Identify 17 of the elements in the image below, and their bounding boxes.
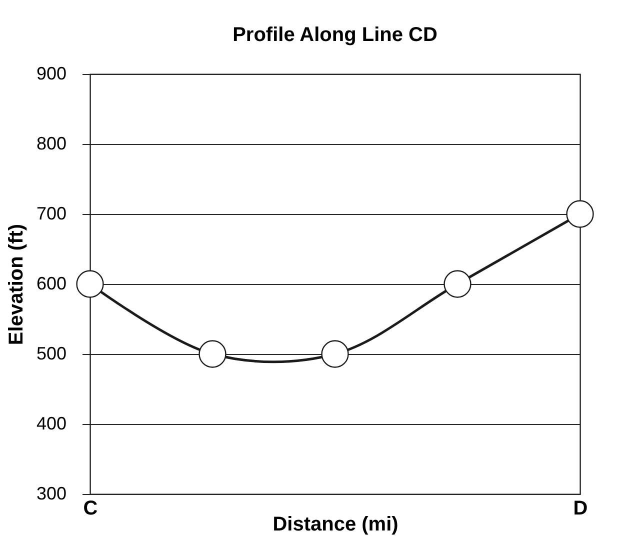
- point: [566, 200, 594, 228]
- y-tick-label: 900: [36, 64, 66, 84]
- point: [76, 270, 104, 298]
- point: [444, 270, 472, 298]
- y-tick-label: 600: [36, 274, 66, 294]
- y-tick-label: 300: [36, 484, 66, 504]
- point: [198, 340, 226, 368]
- x-axis-title: Distance (mi): [272, 514, 398, 536]
- chart-title: Profile Along Line CD: [232, 24, 438, 46]
- x-tick-label: D: [573, 498, 588, 520]
- point: [321, 340, 349, 368]
- y-axis-title: Elevation (ft): [5, 224, 28, 346]
- y-tick-label: 800: [36, 134, 66, 154]
- y-tick-label: 500: [36, 344, 66, 364]
- y-tick-label: 400: [36, 414, 66, 434]
- x-tick-label: C: [83, 498, 98, 520]
- y-tick-label: 700: [36, 204, 66, 224]
